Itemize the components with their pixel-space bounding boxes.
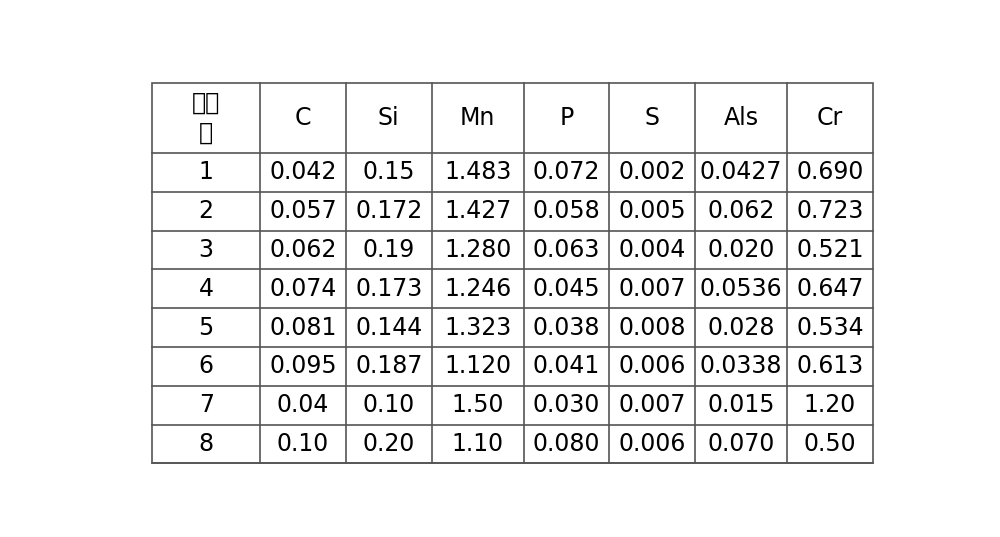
Text: 0.006: 0.006 — [619, 354, 686, 379]
Text: 0.020: 0.020 — [707, 238, 775, 262]
Text: 0.723: 0.723 — [796, 199, 864, 223]
Text: 0.50: 0.50 — [804, 432, 856, 456]
Text: 0.057: 0.057 — [269, 199, 337, 223]
Text: 0.19: 0.19 — [363, 238, 415, 262]
Text: Mn: Mn — [460, 106, 495, 130]
Text: 0.521: 0.521 — [796, 238, 864, 262]
Text: 0.072: 0.072 — [533, 161, 600, 185]
Text: 0.173: 0.173 — [355, 277, 422, 301]
Text: 0.534: 0.534 — [796, 316, 864, 340]
Text: 1.280: 1.280 — [444, 238, 511, 262]
Text: 0.15: 0.15 — [363, 161, 415, 185]
Text: 0.028: 0.028 — [707, 316, 775, 340]
Text: 0.10: 0.10 — [277, 432, 329, 456]
Text: Si: Si — [378, 106, 400, 130]
Text: 5: 5 — [199, 316, 214, 340]
Text: 1.323: 1.323 — [444, 316, 511, 340]
Text: 0.006: 0.006 — [619, 432, 686, 456]
Text: 1.246: 1.246 — [444, 277, 511, 301]
Text: 0.0338: 0.0338 — [700, 354, 782, 379]
Text: 0.005: 0.005 — [618, 199, 686, 223]
Text: 0.647: 0.647 — [796, 277, 864, 301]
Text: 0.10: 0.10 — [363, 393, 415, 417]
Text: 0.007: 0.007 — [619, 393, 686, 417]
Text: 4: 4 — [199, 277, 214, 301]
Text: 7: 7 — [199, 393, 214, 417]
Text: 0.613: 0.613 — [796, 354, 864, 379]
Text: 0.080: 0.080 — [533, 432, 600, 456]
Text: 0.0427: 0.0427 — [700, 161, 782, 185]
Text: 6: 6 — [199, 354, 214, 379]
Text: 0.144: 0.144 — [355, 316, 422, 340]
Text: 0.008: 0.008 — [618, 316, 686, 340]
Text: 1.483: 1.483 — [444, 161, 511, 185]
Text: 0.058: 0.058 — [533, 199, 600, 223]
Text: 0.070: 0.070 — [707, 432, 775, 456]
Text: 0.690: 0.690 — [796, 161, 864, 185]
Text: 0.074: 0.074 — [269, 277, 337, 301]
Text: 0.081: 0.081 — [269, 316, 337, 340]
Text: 8: 8 — [199, 432, 214, 456]
Text: C: C — [295, 106, 311, 130]
Text: 0.042: 0.042 — [269, 161, 337, 185]
Text: 0.095: 0.095 — [269, 354, 337, 379]
Text: 1: 1 — [199, 161, 214, 185]
Text: Als: Als — [724, 106, 759, 130]
Text: 0.045: 0.045 — [533, 277, 600, 301]
Text: 0.0536: 0.0536 — [700, 277, 782, 301]
Text: 0.002: 0.002 — [619, 161, 686, 185]
Text: 0.004: 0.004 — [619, 238, 686, 262]
Text: 2: 2 — [199, 199, 214, 223]
Text: P: P — [559, 106, 574, 130]
Text: 0.062: 0.062 — [707, 199, 775, 223]
Text: 0.062: 0.062 — [269, 238, 337, 262]
Text: 0.030: 0.030 — [533, 393, 600, 417]
Text: 1.427: 1.427 — [444, 199, 511, 223]
Text: 实施
例: 实施 例 — [192, 91, 220, 145]
Text: 0.20: 0.20 — [363, 432, 415, 456]
Text: 1.120: 1.120 — [444, 354, 511, 379]
Text: 1.50: 1.50 — [451, 393, 504, 417]
Text: 0.04: 0.04 — [277, 393, 329, 417]
Text: 0.187: 0.187 — [355, 354, 422, 379]
Text: S: S — [645, 106, 660, 130]
Text: 3: 3 — [199, 238, 214, 262]
Text: 0.038: 0.038 — [533, 316, 600, 340]
Text: 0.063: 0.063 — [533, 238, 600, 262]
Text: 0.007: 0.007 — [619, 277, 686, 301]
Text: 0.015: 0.015 — [707, 393, 775, 417]
Text: 0.041: 0.041 — [533, 354, 600, 379]
Text: 0.172: 0.172 — [355, 199, 422, 223]
Text: 1.10: 1.10 — [452, 432, 504, 456]
Text: Cr: Cr — [817, 106, 843, 130]
Text: 1.20: 1.20 — [804, 393, 856, 417]
